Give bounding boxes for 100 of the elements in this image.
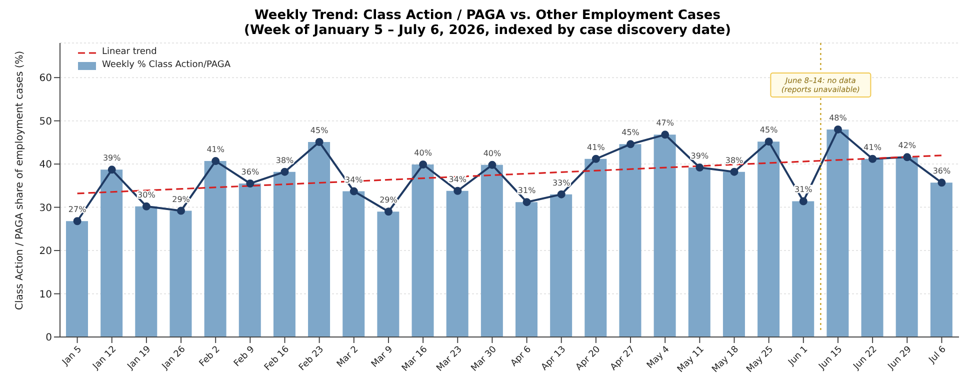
point xyxy=(73,217,82,226)
point xyxy=(834,125,842,134)
y-tick-label: 60 xyxy=(39,73,52,84)
bar xyxy=(584,158,607,337)
point xyxy=(730,168,738,176)
point xyxy=(142,202,150,210)
bar xyxy=(792,201,814,337)
x-tick-label: Feb 9 xyxy=(232,344,257,369)
x-tick-label: Mar 16 xyxy=(400,344,430,374)
x-tick-label: Mar 23 xyxy=(435,344,464,374)
point xyxy=(212,157,220,166)
x-tick-label: Apr 6 xyxy=(509,344,534,369)
chart-title: Weekly Trend: Class Action / PAGA vs. Other Employment Cases xyxy=(254,8,722,23)
bar xyxy=(619,144,642,337)
y-axis-title: Class Action / PAGA share of employment cases (%) xyxy=(14,50,26,310)
data-label: 48% xyxy=(829,113,848,122)
point xyxy=(384,208,392,216)
x-tick-label: Jan 5 xyxy=(60,344,84,368)
bar xyxy=(66,221,88,337)
point xyxy=(177,206,186,215)
point xyxy=(903,153,912,162)
point xyxy=(522,198,531,206)
bar xyxy=(412,164,434,337)
x-tick-label: Jul 6 xyxy=(926,344,949,366)
data-label: 45% xyxy=(622,128,640,138)
point xyxy=(592,154,600,163)
data-label: 31% xyxy=(518,186,536,196)
data-label: 36% xyxy=(241,168,260,177)
bar xyxy=(516,202,538,337)
bar xyxy=(896,157,918,337)
bar xyxy=(342,191,365,337)
data-label: 41% xyxy=(587,142,606,152)
data-label: 38% xyxy=(725,156,744,165)
bar xyxy=(930,182,952,337)
point xyxy=(696,164,704,172)
bar xyxy=(758,142,780,337)
point xyxy=(350,187,358,196)
bar xyxy=(377,212,400,337)
y-tick-label: 10 xyxy=(39,289,52,300)
bar xyxy=(238,184,261,337)
data-label: 42% xyxy=(898,141,916,150)
x-tick-label: Mar 30 xyxy=(470,344,500,374)
data-label: 40% xyxy=(414,148,432,158)
x-tick-label: Apr 20 xyxy=(574,344,603,373)
bar xyxy=(204,161,226,337)
x-tick-label: Jan 12 xyxy=(90,344,119,372)
bar xyxy=(170,210,192,337)
point xyxy=(557,190,566,198)
point xyxy=(315,138,324,146)
y-tick-label: 50 xyxy=(39,116,52,128)
data-label: 40% xyxy=(483,148,502,158)
data-label: 38% xyxy=(276,156,294,165)
x-tick-label: Jan 19 xyxy=(125,344,154,372)
data-label: 39% xyxy=(690,152,709,161)
point xyxy=(419,160,428,168)
x-tick-label: Feb 23 xyxy=(298,344,326,374)
bar xyxy=(100,170,123,337)
data-label: 41% xyxy=(864,142,882,152)
data-label: 36% xyxy=(932,166,951,176)
point xyxy=(626,140,635,148)
point xyxy=(661,130,670,139)
x-tick-label: Jan 26 xyxy=(160,344,188,372)
data-label: 39% xyxy=(102,154,122,163)
bar xyxy=(480,164,503,337)
point xyxy=(454,186,462,195)
bar xyxy=(135,206,158,337)
legend-label: Linear trend xyxy=(102,46,157,59)
data-label: 33% xyxy=(552,178,571,188)
bar xyxy=(550,194,572,337)
point xyxy=(108,166,116,174)
x-tick-label: Feb 16 xyxy=(262,344,292,374)
x-tick-label: Jun 29 xyxy=(886,344,914,372)
bar xyxy=(861,158,884,337)
legend-label: Weekly % Class Action/PAGA xyxy=(102,59,230,72)
bar xyxy=(273,172,296,337)
data-label: 45% xyxy=(310,126,329,136)
x-tick-label: Jun 1 xyxy=(786,344,810,368)
bar xyxy=(826,129,849,337)
data-label: 45% xyxy=(760,126,778,135)
data-label: 47% xyxy=(656,118,674,128)
x-tick-label: Jun 22 xyxy=(851,344,880,372)
point xyxy=(799,197,808,206)
y-tick-label: 30 xyxy=(39,202,52,214)
bar xyxy=(688,168,710,337)
x-tick-label: Apr 13 xyxy=(540,344,568,373)
point xyxy=(938,178,946,187)
data-label: 30% xyxy=(138,190,156,200)
x-tick-label: Mar 2 xyxy=(335,344,361,370)
x-tick-label: Feb 2 xyxy=(198,344,222,369)
bar xyxy=(654,134,676,337)
bar xyxy=(722,172,745,337)
x-tick-label: Jun 15 xyxy=(816,344,845,372)
x-tick-label: Mar 9 xyxy=(370,344,396,370)
point xyxy=(868,154,877,163)
point xyxy=(280,168,289,176)
data-label: 34% xyxy=(448,174,467,184)
point xyxy=(764,138,773,146)
x-tick-label: Apr 27 xyxy=(608,344,638,373)
bar xyxy=(446,190,468,337)
point xyxy=(488,160,496,169)
